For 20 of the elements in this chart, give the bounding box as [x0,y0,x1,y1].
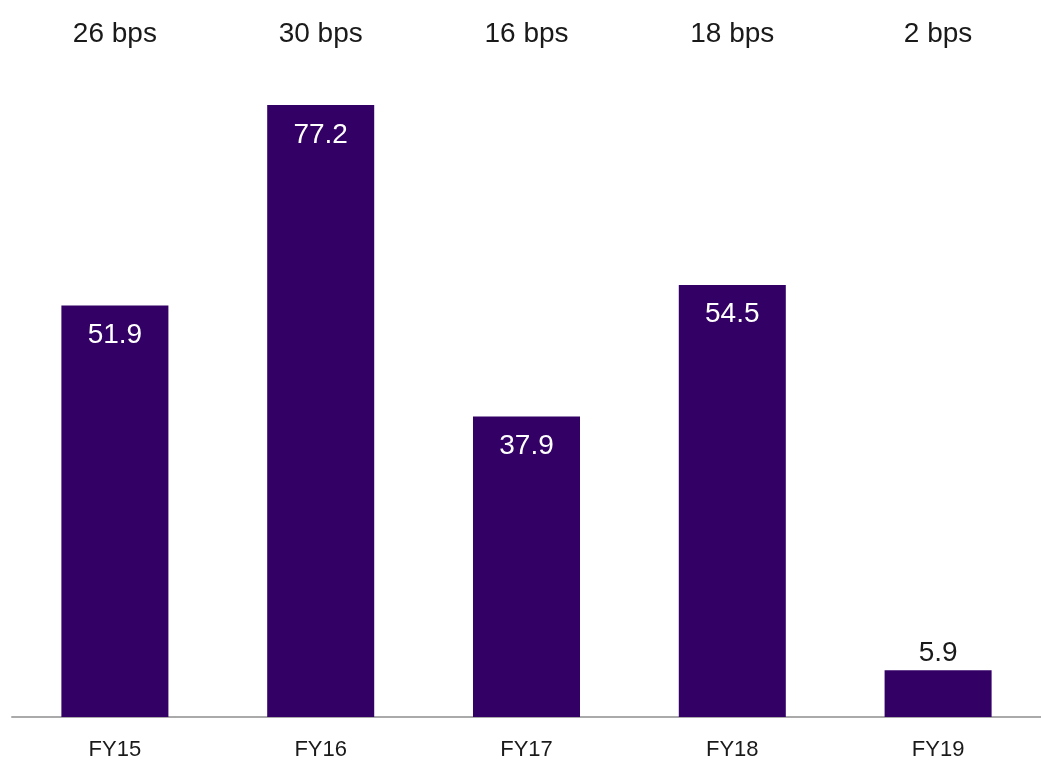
bar [678,284,786,717]
data-label: 37.9 [499,429,554,461]
data-label: 77.2 [293,117,348,149]
bar [472,416,581,717]
x-tick-label: FY16 [294,735,347,761]
x-tick-label: FY18 [706,735,759,761]
bar [267,105,375,717]
bar [61,305,169,717]
data-label: 54.5 [705,297,760,329]
x-tick-label: FY19 [911,735,965,761]
text: 30 bps [278,16,363,48]
data-label: 51.9 [87,318,143,350]
text: 18 bps [690,16,775,48]
x-tick-label: FY17 [500,735,553,761]
bar [884,670,992,717]
text: 2 bps [903,16,973,48]
data-label: 5.9 [918,635,958,667]
x-tick-label: FY15 [88,735,142,761]
text: 16 bps [484,16,569,48]
text: 26 bps [72,16,157,48]
